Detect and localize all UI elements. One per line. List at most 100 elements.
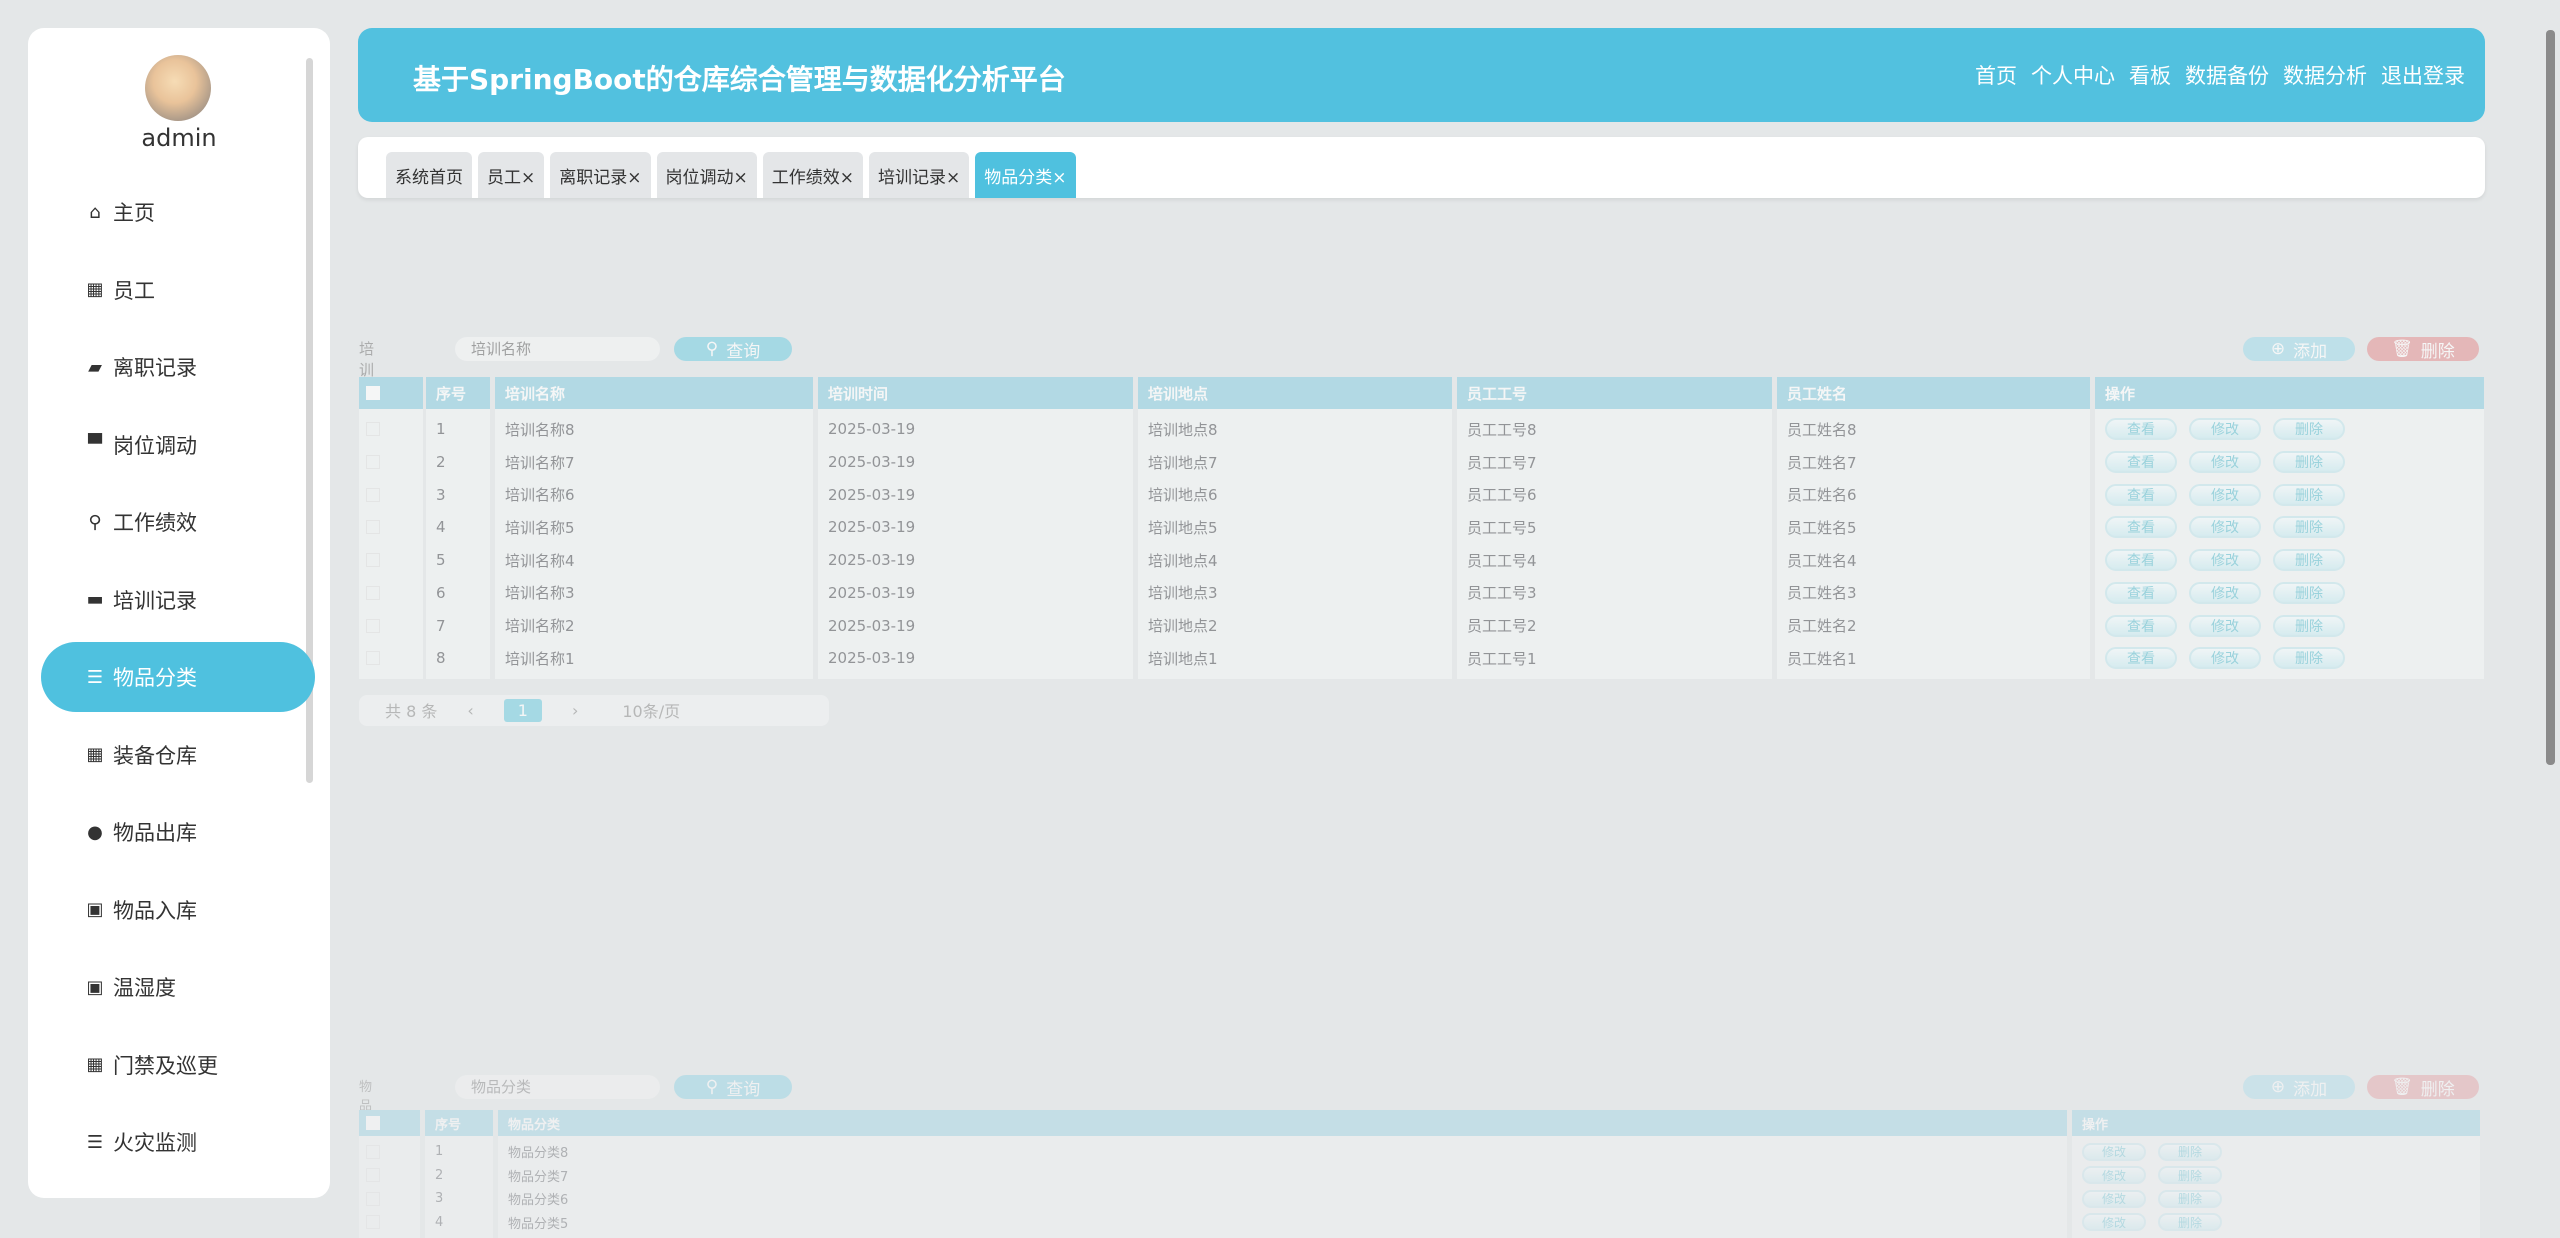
row-action-button[interactable]: 修改 [2082,1189,2146,1208]
query-button[interactable]: ⚲ 查询 [674,337,792,362]
row-action-button[interactable]: 删除 [2273,483,2345,506]
search-input[interactable] [455,337,660,361]
nav-link[interactable]: 看板 [2129,64,2171,88]
row-action-button[interactable]: 删除 [2273,418,2345,441]
row-checkbox[interactable] [366,487,380,502]
row-checkbox[interactable] [366,553,380,568]
column-header[interactable] [1457,377,1772,409]
sidebar-item-5[interactable]: ▬ 培训记录 [41,565,315,635]
tab-5[interactable]: 培训记录× [869,152,970,198]
row-action-button[interactable]: 删除 [2273,451,2345,474]
tab-4[interactable]: 工作绩效× [762,152,863,198]
tab-1[interactable]: 员工× [478,152,545,198]
column-header[interactable] [818,377,1133,409]
add-button[interactable]: ⊕ 添加 [2243,1075,2355,1100]
batch-delete-button[interactable]: 🗑 删除 [2367,1075,2479,1100]
row-action-button[interactable]: 删除 [2273,647,2345,670]
column-header[interactable] [1777,377,2090,409]
column-header-label: 物品分类 [508,1117,561,1133]
page-1-button[interactable]: 1 [503,698,542,722]
row-action-button[interactable]: 删除 [2273,614,2345,637]
nav-link[interactable]: 数据备份 [2185,64,2269,88]
row-checkbox[interactable] [366,585,380,600]
sidebar-item-4[interactable]: ⚲ 工作绩效 [41,487,315,557]
tab-2[interactable]: 离职记录× [550,152,651,198]
row-action-button[interactable]: 删除 [2158,1166,2222,1185]
column-header[interactable] [426,377,490,409]
sidebar-item-8[interactable]: ● 物品出库 [41,797,315,867]
sidebar-item-7[interactable]: ▦ 装备仓库 [41,720,315,790]
row-action-button[interactable]: 查看 [2105,483,2177,506]
row-action-button[interactable]: 查看 [2105,516,2177,539]
row-checkbox[interactable] [366,1144,380,1159]
tab-0[interactable]: 系统首页 [386,152,472,198]
row-action-button[interactable]: 查看 [2105,581,2177,604]
row-action-button[interactable]: 删除 [2273,581,2345,604]
row-action-button[interactable]: 删除 [2158,1213,2222,1232]
row-action-button[interactable]: 修改 [2189,647,2261,670]
sidebar-item-10[interactable]: ▣ 温湿度 [41,952,315,1022]
row-action-button[interactable]: 修改 [2082,1166,2146,1185]
nav-link[interactable]: 首页 [1975,64,2017,88]
row-checkbox[interactable] [366,1168,380,1183]
tab-6[interactable]: 物品分类× [975,152,1076,198]
row-action-button[interactable]: 修改 [2189,418,2261,441]
row-action-button[interactable]: 删除 [2158,1189,2222,1208]
select-all-checkbox[interactable] [366,1116,380,1130]
page-size-select[interactable]: 10条/页 [622,702,681,722]
table-cell: 员工工号8 [1467,420,1537,439]
table-cell: 培训地点2 [1148,617,1218,636]
search-input[interactable] [455,1075,660,1099]
sidebar-item-6[interactable]: ☰ 物品分类 [41,642,315,712]
column-header[interactable] [1138,377,1452,409]
page-scrollbar[interactable] [2546,30,2555,765]
row-checkbox[interactable] [366,618,380,633]
tab-3[interactable]: 岗位调动× [656,152,757,198]
query-button[interactable]: ⚲ 查询 [674,1075,792,1100]
row-action-button[interactable]: 修改 [2189,581,2261,604]
row-checkbox[interactable] [366,651,380,666]
row-action-button[interactable]: 查看 [2105,418,2177,441]
search-icon: ⚲ [705,339,719,359]
sidebar-item-3[interactable]: ▀ 岗位调动 [41,410,315,480]
sidebar-item-12[interactable]: ☰ 火灾监测 [41,1107,315,1177]
add-button[interactable]: ⊕ 添加 [2243,337,2355,362]
row-action-button[interactable]: 查看 [2105,647,2177,670]
row-action-button[interactable]: 查看 [2105,451,2177,474]
sidebar-item-2[interactable]: ▰ 离职记录 [41,332,315,402]
sidebar-item-9[interactable]: ▣ 物品入库 [41,875,315,945]
row-checkbox[interactable] [366,422,380,437]
next-page-button[interactable]: › [571,700,579,720]
nav-link[interactable]: 退出登录 [2381,64,2465,88]
table-cell: 员工工号4 [1467,551,1537,570]
column-header[interactable] [425,1110,493,1136]
nav-link[interactable]: 个人中心 [2031,64,2115,88]
sidebar-item-1[interactable]: ▦ 员工 [41,255,315,325]
column-header[interactable] [498,1110,2067,1136]
row-action-button[interactable]: 修改 [2189,451,2261,474]
prev-page-button[interactable]: ‹ [467,700,474,720]
avatar[interactable] [145,55,211,121]
row-checkbox[interactable] [366,1215,380,1230]
batch-delete-button[interactable]: 🗑 删除 [2367,337,2479,362]
sidebar-item-11[interactable]: ▦ 门禁及巡更 [41,1030,315,1100]
row-checkbox[interactable] [366,520,380,535]
row-action-button[interactable]: 修改 [2082,1213,2146,1232]
sidebar-scrollbar[interactable] [306,58,313,783]
sidebar-item-0[interactable]: ⌂ 主页 [41,177,315,247]
row-action-button[interactable]: 修改 [2082,1142,2146,1161]
row-checkbox[interactable] [366,455,380,470]
column-header[interactable] [495,377,813,409]
row-action-button[interactable]: 修改 [2189,549,2261,572]
row-action-button[interactable]: 删除 [2273,549,2345,572]
row-action-button[interactable]: 修改 [2189,614,2261,637]
row-action-button[interactable]: 查看 [2105,614,2177,637]
row-action-button[interactable]: 删除 [2158,1142,2222,1161]
row-action-button[interactable]: 查看 [2105,549,2177,572]
row-action-button[interactable]: 删除 [2273,516,2345,539]
nav-link[interactable]: 数据分析 [2283,64,2367,88]
row-action-button[interactable]: 修改 [2189,483,2261,506]
row-checkbox[interactable] [366,1191,380,1206]
select-all-checkbox[interactable] [366,386,380,400]
row-action-button[interactable]: 修改 [2189,516,2261,539]
